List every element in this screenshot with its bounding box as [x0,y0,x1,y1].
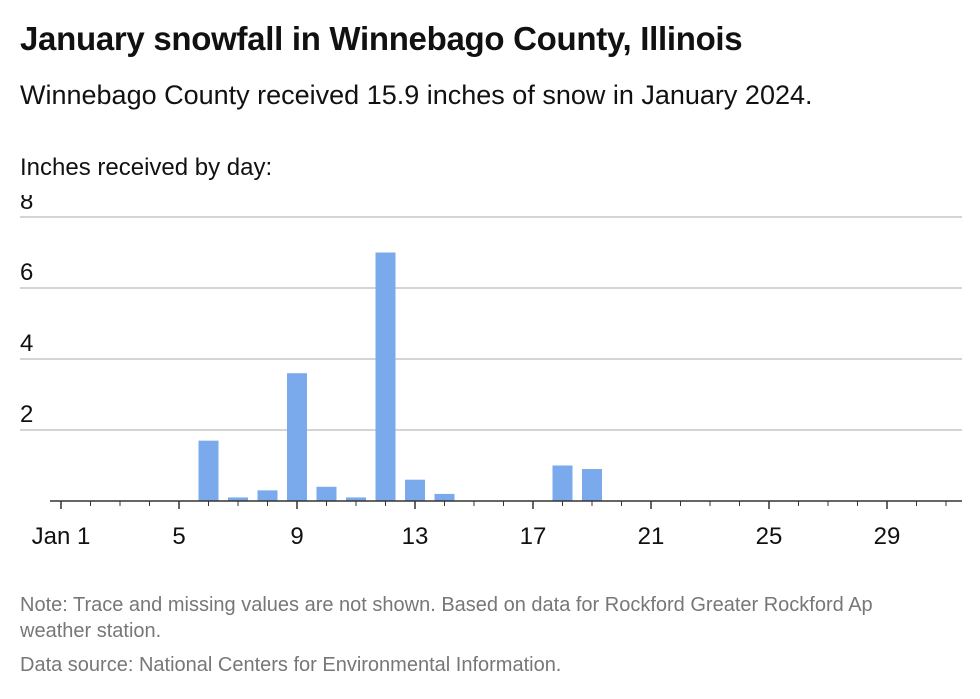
chart-subtitle: Winnebago County received 15.9 inches of… [20,80,813,110]
x-tick-label: 25 [756,523,783,550]
data-source: Data source: National Centers for Enviro… [20,654,562,676]
bar-chart: 2 4 6 8 Jan 1 5 9 13 17 21 25 29 [20,195,962,550]
y-axis-label: Inches received by day: [20,154,273,181]
bar-day-12 [375,252,396,501]
bar-day-6 [198,440,219,501]
x-tick-label: 5 [172,523,185,550]
bar-day-11 [346,497,366,501]
y-tick-label: 4 [20,330,33,357]
x-tick-label: Jan 1 [32,523,91,550]
y-tick-label: 8 [20,195,33,215]
bar-day-13 [405,479,425,501]
x-tick-label: 29 [874,523,901,550]
bar-day-18 [552,465,573,501]
bar-day-7 [228,497,248,501]
bar-day-19 [582,469,602,501]
chart-title: January snowfall in Winnebago County, Il… [20,20,743,57]
bar-day-14 [434,493,455,501]
bar-day-10 [316,486,337,501]
x-tick-label: 17 [520,523,547,550]
x-tick-label: 21 [638,523,665,550]
x-tick-label: 13 [402,523,429,550]
chart-note: Note: Trace and missing values are not s… [20,594,873,642]
y-tick-label: 6 [20,259,33,286]
y-tick-label: 2 [20,401,33,428]
bar-day-8 [257,490,278,501]
x-tick-label: 9 [290,523,303,550]
bar-day-9 [287,373,307,501]
